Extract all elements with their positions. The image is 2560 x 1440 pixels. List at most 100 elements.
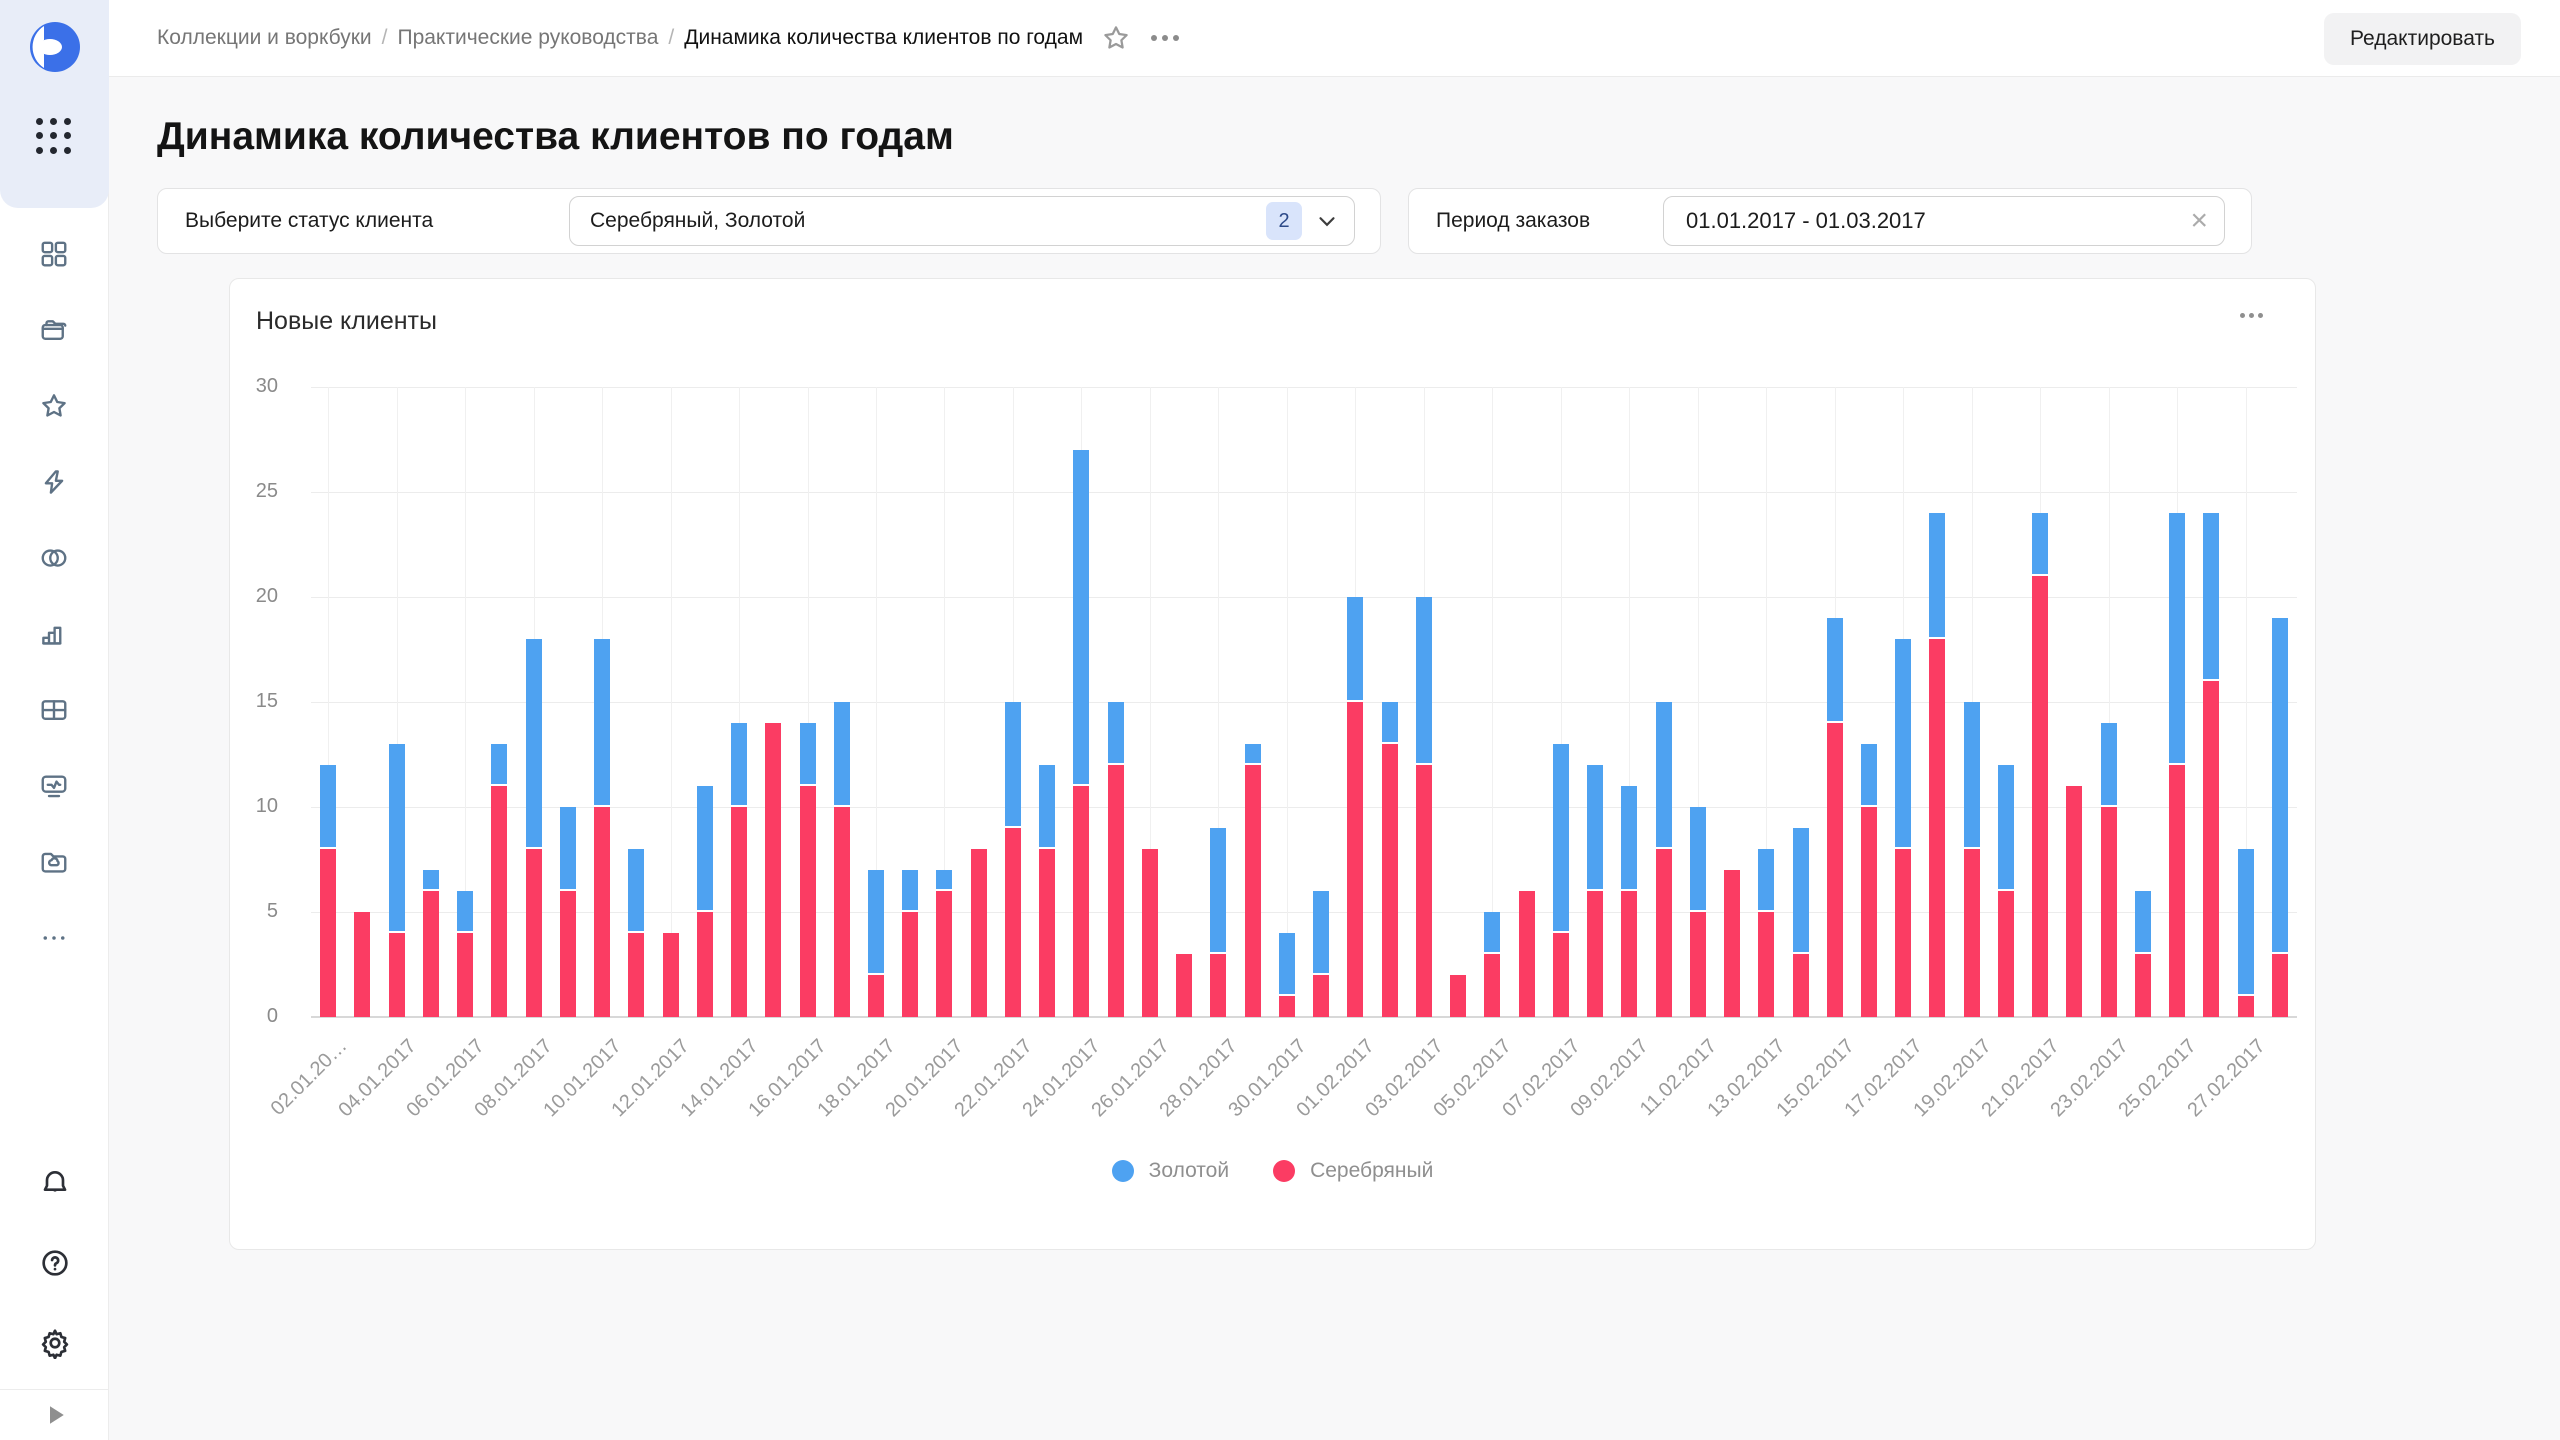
bar-segment-silver[interactable] [1210,954,1227,1017]
sidebar-item-datasets[interactable] [36,540,72,576]
bar-segment-silver[interactable] [2169,765,2186,1017]
bar-segment-silver[interactable] [1724,870,1741,1017]
bar-segment-gold[interactable] [799,723,816,786]
bar-segment-gold[interactable] [1895,639,1912,849]
clear-filter-icon[interactable]: × [2190,204,2208,237]
bar-segment-gold[interactable] [1929,513,1946,639]
bar-segment-silver[interactable] [1004,828,1021,1017]
bar-segment-gold[interactable] [457,891,474,933]
bar-segment-gold[interactable] [1860,744,1877,807]
bar-segment-gold[interactable] [2100,723,2117,807]
sidebar-item-editor[interactable] [36,768,72,804]
bar-segment-silver[interactable] [662,933,679,1017]
bar-segment-gold[interactable] [1552,744,1569,933]
period-date-input[interactable]: 01.01.2017 - 01.03.2017 × [1663,196,2225,246]
bar-segment-gold[interactable] [936,870,953,891]
bar-segment-silver[interactable] [1073,786,1090,1017]
bar-segment-gold[interactable] [2271,618,2288,954]
bar-segment-silver[interactable] [1552,933,1569,1017]
bar-segment-silver[interactable] [1381,744,1398,1017]
bar-segment-silver[interactable] [867,975,884,1017]
bar-segment-silver[interactable] [628,933,645,1017]
settings-gear-icon[interactable] [37,1325,73,1361]
bar-segment-silver[interactable] [1141,849,1158,1017]
bar-segment-gold[interactable] [902,870,919,912]
bar-segment-silver[interactable] [1587,891,1604,1017]
bar-segment-gold[interactable] [1484,912,1501,954]
bar-segment-gold[interactable] [1963,702,1980,849]
bar-segment-gold[interactable] [1621,786,1638,891]
bar-segment-silver[interactable] [799,786,816,1017]
bar-segment-silver[interactable] [491,786,508,1017]
sidebar-item-objects[interactable] [36,236,72,272]
bar-segment-gold[interactable] [1689,807,1706,912]
bar-segment-silver[interactable] [1689,912,1706,1017]
bar-segment-gold[interactable] [422,870,439,891]
sidebar-item-connections[interactable] [36,464,72,500]
bar-segment-gold[interactable] [1210,828,1227,954]
bar-segment-gold[interactable] [2237,849,2254,996]
bar-segment-gold[interactable] [594,639,611,807]
datalens-logo-icon[interactable] [29,22,80,72]
bar-segment-silver[interactable] [594,807,611,1017]
notifications-bell-icon[interactable] [37,1165,73,1201]
bar-segment-gold[interactable] [2169,513,2186,765]
bar-segment-silver[interactable] [1415,765,1432,1017]
bar-segment-silver[interactable] [1826,723,1843,1017]
bar-segment-silver[interactable] [388,933,405,1017]
bar-segment-silver[interactable] [1176,954,1193,1017]
bar-segment-silver[interactable] [559,891,576,1017]
bar-segment-silver[interactable] [1963,849,1980,1017]
bar-segment-silver[interactable] [1518,891,1535,1017]
bar-segment-gold[interactable] [559,807,576,891]
bar-segment-gold[interactable] [525,639,542,849]
bar-segment-gold[interactable] [1758,849,1775,912]
bar-segment-silver[interactable] [1484,954,1501,1017]
bar-segment-silver[interactable] [765,723,782,1017]
bar-segment-gold[interactable] [1655,702,1672,849]
sidebar-item-dashboards[interactable] [36,692,72,728]
bar-segment-silver[interactable] [2066,786,2083,1017]
sidebar-item-charts[interactable] [36,616,72,652]
bar-segment-gold[interactable] [388,744,405,933]
bar-segment-silver[interactable] [2134,954,2151,1017]
breadcrumb-guides[interactable]: Практические руководства [397,26,659,49]
bar-segment-silver[interactable] [731,807,748,1017]
bar-segment-silver[interactable] [525,849,542,1017]
bar-segment-gold[interactable] [1313,891,1330,975]
bar-segment-gold[interactable] [867,870,884,975]
bar-segment-gold[interactable] [320,765,337,849]
bar-segment-silver[interactable] [354,912,371,1017]
bar-segment-silver[interactable] [1929,639,1946,1017]
sidebar-item-storage[interactable] [36,844,72,880]
bar-segment-silver[interactable] [970,849,987,1017]
bar-segment-silver[interactable] [2032,576,2049,1017]
bar-segment-gold[interactable] [1244,744,1261,765]
bar-segment-silver[interactable] [1895,849,1912,1017]
sidebar-item-collections[interactable] [36,312,72,348]
bar-segment-gold[interactable] [2032,513,2049,576]
breadcrumb-collections[interactable]: Коллекции и воркбуки [157,26,372,49]
bar-segment-gold[interactable] [1381,702,1398,744]
bar-segment-gold[interactable] [696,786,713,912]
bar-segment-gold[interactable] [491,744,508,786]
bar-segment-silver[interactable] [1860,807,1877,1017]
bar-segment-gold[interactable] [1347,597,1364,702]
bar-segment-silver[interactable] [1655,849,1672,1017]
bar-segment-silver[interactable] [1450,975,1467,1017]
bar-segment-gold[interactable] [1278,933,1295,996]
bar-segment-silver[interactable] [2271,954,2288,1017]
bar-segment-silver[interactable] [1244,765,1261,1017]
bar-segment-silver[interactable] [1997,891,2014,1017]
bar-segment-silver[interactable] [1278,996,1295,1017]
bar-segment-gold[interactable] [731,723,748,807]
bar-segment-gold[interactable] [628,849,645,933]
bar-segment-silver[interactable] [902,912,919,1017]
bar-segment-silver[interactable] [1792,954,1809,1017]
bar-segment-gold[interactable] [1997,765,2014,891]
help-icon[interactable] [37,1245,73,1281]
bar-segment-gold[interactable] [1415,597,1432,765]
bar-segment-silver[interactable] [320,849,337,1017]
favorite-star-icon[interactable] [1101,23,1131,53]
bar-segment-gold[interactable] [2134,891,2151,954]
